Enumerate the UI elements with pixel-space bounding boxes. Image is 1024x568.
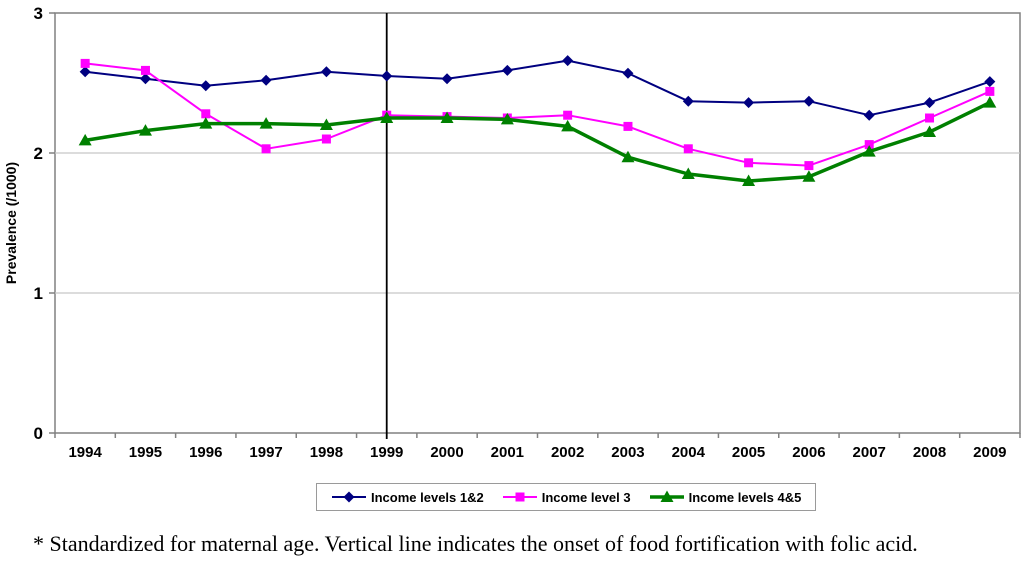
- legend-item-income-level-3: Income level 3: [502, 490, 631, 505]
- svg-text:2: 2: [34, 144, 43, 163]
- svg-text:Prevalence (/1000): Prevalence (/1000): [3, 162, 19, 284]
- svg-text:2005: 2005: [732, 444, 765, 461]
- legend-label-income-levels-1-2: Income levels 1&2: [371, 489, 484, 505]
- svg-text:1999: 1999: [370, 444, 403, 461]
- svg-text:1995: 1995: [129, 444, 162, 461]
- line-chart-canvas: 0 1 2 3 1994 1995 1996 1997 1998 1999 2000 2001 2002…: [3, 4, 1021, 461]
- legend-item-income-levels-1-2: Income levels 1&2: [331, 490, 484, 505]
- svg-text:2006: 2006: [792, 444, 825, 461]
- svg-text:2004: 2004: [672, 444, 706, 461]
- diamond-series-swatch-icon: [332, 491, 366, 503]
- chart-footnote: * Standardized for maternal age. Vertica…: [33, 531, 918, 556]
- svg-text:2002: 2002: [551, 444, 584, 461]
- svg-text:3: 3: [34, 4, 43, 23]
- svg-text:2000: 2000: [430, 444, 463, 461]
- svg-text:0: 0: [34, 424, 43, 443]
- svg-text:1998: 1998: [310, 444, 343, 461]
- legend-label-income-levels-4-5: Income levels 4&5: [688, 489, 802, 505]
- svg-text:2009: 2009: [973, 444, 1006, 461]
- chart-legend: Income levels 1&2 Income level 3 Income …: [316, 483, 817, 511]
- triangle-series-swatch-icon: [649, 490, 684, 502]
- svg-text:2001: 2001: [491, 444, 524, 461]
- svg-text:1: 1: [34, 284, 43, 303]
- svg-text:2003: 2003: [611, 444, 644, 461]
- legend-label-income-level-3: Income level 3: [541, 489, 631, 505]
- svg-text:2008: 2008: [913, 444, 946, 461]
- legend-item-income-levels-4-5: Income levels 4&5: [649, 489, 802, 505]
- svg-text:1994: 1994: [68, 444, 102, 461]
- svg-text:2007: 2007: [853, 444, 886, 461]
- svg-text:1996: 1996: [189, 444, 222, 461]
- svg-text:1997: 1997: [249, 444, 282, 461]
- square-series-swatch-icon: [502, 492, 537, 502]
